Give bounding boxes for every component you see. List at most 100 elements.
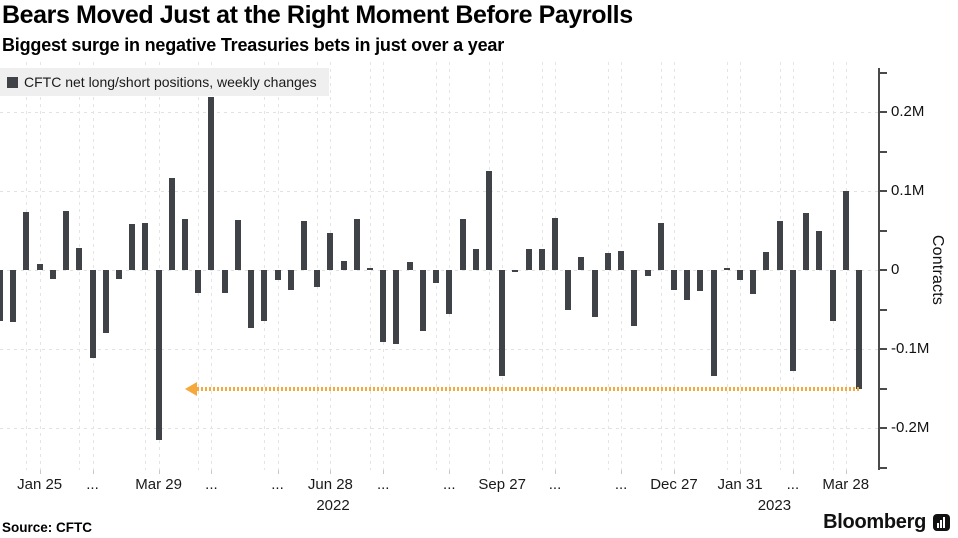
bar-week [618, 251, 625, 270]
gridline-vertical [264, 62, 265, 470]
bar-week [327, 232, 334, 270]
x-tick-label: ... [205, 476, 218, 493]
bar-week [591, 270, 598, 317]
y-tick-label: 0 [891, 261, 900, 278]
x-axis-tick [449, 470, 450, 474]
page-subtitle: Biggest surge in negative Treasuries bet… [2, 35, 504, 55]
y-tick-label: 0.1M [891, 182, 925, 199]
bar-week [829, 270, 836, 321]
x-axis-tick [278, 470, 279, 474]
x-tick-label: ... [271, 476, 284, 493]
x-tick-label: Dec 27 [650, 476, 698, 493]
gridline-horizontal [0, 349, 878, 350]
bar-week [578, 257, 585, 270]
gridline-horizontal [0, 112, 878, 113]
bar-week [737, 270, 744, 281]
bar-week [499, 270, 506, 376]
bar-week [261, 270, 268, 322]
gridline-vertical [793, 62, 794, 470]
gridline-vertical [833, 62, 834, 470]
gridline-vertical [727, 62, 728, 470]
bar-week [155, 270, 162, 440]
x-axis-labels: Jan 25... Mar 29...... Jun 28...... Sep 27.… [0, 476, 878, 496]
bar-week [552, 217, 559, 270]
gridline-vertical [93, 62, 94, 470]
x-axis-tick [793, 470, 794, 474]
bar-week [803, 213, 810, 270]
bar-week [234, 220, 241, 270]
x-axis-tick [740, 470, 741, 474]
annotation-dotted-line [197, 386, 859, 391]
bar-week [657, 222, 664, 270]
bar-week [274, 270, 281, 281]
x-tick-label: Sep 27 [478, 476, 526, 493]
bar-week [221, 270, 228, 293]
bar-week [644, 270, 651, 277]
gridline-horizontal [0, 191, 878, 192]
gridline-vertical [502, 62, 503, 470]
x-axis-tick [555, 470, 556, 474]
gridline-vertical [383, 62, 384, 470]
bar-week [102, 270, 109, 334]
source-label: Source: CFTC [2, 520, 93, 535]
x-axis-tick [383, 470, 384, 474]
bar-week [631, 270, 638, 327]
bar-week [36, 263, 43, 270]
bar-week [446, 270, 453, 315]
bar-week [367, 268, 374, 271]
bar-week [763, 251, 770, 270]
bar-week [300, 221, 307, 270]
x-tick-label: Jan 31 [717, 476, 763, 493]
x-axis-tick [621, 470, 622, 474]
gridline-vertical [449, 62, 450, 470]
x-tick-label: Mar 29 [135, 476, 182, 493]
y-axis: 0.2M 0.1M 0 -0.1M -0.2M [878, 62, 958, 476]
bar-week [115, 270, 122, 280]
gridline-vertical [159, 62, 160, 470]
x-axis-tick [40, 470, 41, 474]
bar-week [816, 231, 823, 270]
gridline-vertical [370, 62, 371, 470]
y-tick-label: -0.2M [891, 419, 930, 436]
bar-week [419, 270, 426, 331]
x-tick-label: Mar 28 [822, 476, 870, 493]
bar-week [485, 171, 492, 270]
y-tick-label: -0.1M [891, 340, 930, 357]
bar-week [565, 270, 572, 310]
bar-week [789, 270, 796, 372]
x-axis-tick [330, 470, 331, 474]
y-tick-label: 0.2M [891, 103, 925, 120]
bloomberg-wordmark: Bloomberg [823, 511, 926, 533]
gridline-vertical [674, 62, 675, 470]
left-arrowhead-icon [185, 381, 197, 396]
bar-week [723, 267, 730, 270]
x-tick-label: ... [86, 476, 99, 493]
bar-week [195, 270, 202, 293]
bar-week [697, 270, 704, 292]
bar-week [512, 270, 519, 273]
bar-week [670, 270, 677, 290]
bar-week [340, 261, 347, 270]
year-label: 2022 [316, 497, 350, 514]
x-axis-tick [159, 470, 160, 474]
gridline-vertical [740, 62, 741, 470]
y-axis-tick [880, 150, 887, 153]
bar-week [49, 270, 56, 279]
bar-week [89, 270, 96, 358]
page-title: Bears Moved Just at the Right Moment Bef… [2, 1, 633, 29]
bar-week [710, 270, 717, 376]
gridline-vertical [436, 62, 437, 470]
bar-week [142, 223, 149, 270]
x-axis-tick [674, 470, 675, 474]
y-axis-line [878, 68, 880, 470]
gridline-vertical [198, 62, 199, 470]
bar-week [182, 219, 188, 270]
y-axis-tick [880, 71, 887, 74]
legend: CFTC net long/short positions, weekly ch… [0, 68, 329, 96]
y-axis-tick [880, 466, 887, 469]
legend-swatch-icon [7, 76, 18, 88]
bar-week [776, 221, 783, 270]
y-axis-tick [880, 190, 887, 192]
bar-week [604, 252, 611, 270]
